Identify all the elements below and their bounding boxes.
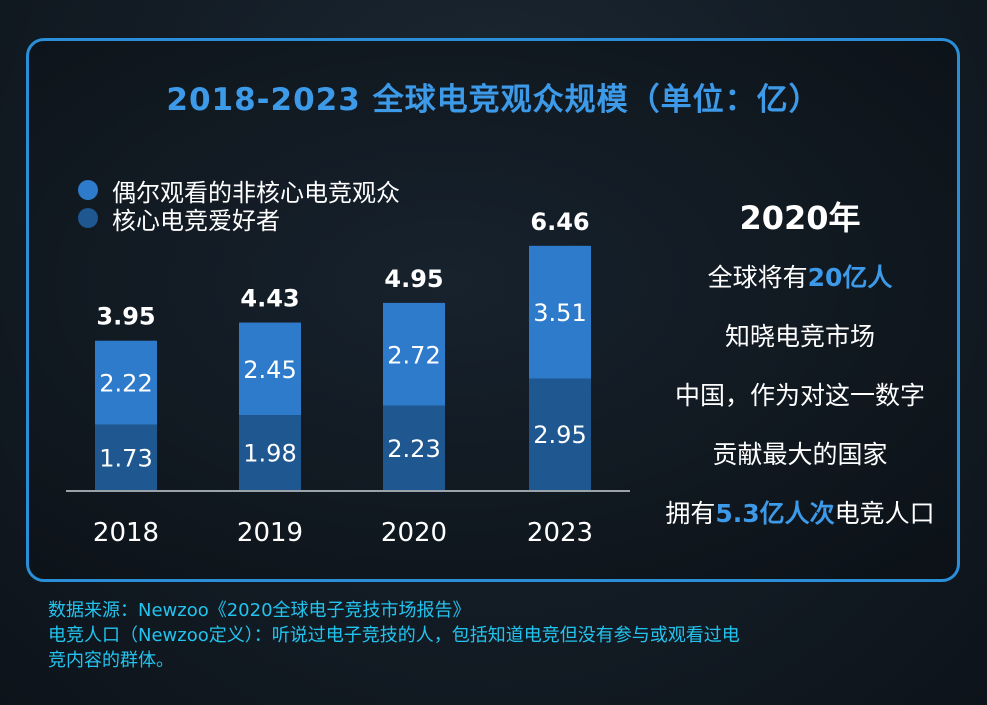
side-line-3: 中国，作为对这一数字 xyxy=(674,381,925,410)
value-label-core-2020: 2.23 xyxy=(387,435,440,463)
value-label-core-2019: 1.98 xyxy=(243,440,296,468)
x-tick-label-2023: 2023 xyxy=(527,518,593,548)
x-tick-label-2018: 2018 xyxy=(93,518,159,548)
bar-casual-2018 xyxy=(95,340,157,425)
definition-note-1: 电竞人口（Newzoo定义）：听说过电子竞技的人，包括知道电竞但没有参与或观看过… xyxy=(48,625,740,646)
bar-core-2020 xyxy=(383,405,445,490)
bar-casual-2020 xyxy=(383,302,445,406)
side-line-5-post: 电竞人口 xyxy=(834,499,935,528)
legend-label-casual: 偶尔观看的非核心电竞观众 xyxy=(112,178,400,207)
side-line-5-pre: 拥有 xyxy=(665,499,716,528)
bar-core-2019 xyxy=(239,415,301,490)
chart-legend: 偶尔观看的非核心电竞观众 核心电竞爱好者 xyxy=(78,176,400,235)
side-line-2: 知晓电竞市场 xyxy=(724,322,875,351)
value-label-casual-2020: 2.72 xyxy=(387,341,440,369)
value-label-casual-2019: 2.45 xyxy=(243,356,296,384)
side-summary: 2020年 全球将有20亿人 知晓电竞市场 中国，作为对这一数字 贡献最大的国家… xyxy=(640,188,960,543)
source-note: 数据来源：Newzoo《2020全球电子竞技市场报告》 xyxy=(48,600,471,621)
total-label-2019: 4.43 xyxy=(240,285,299,313)
legend-label-core: 核心电竞爱好者 xyxy=(112,206,280,235)
side-line-1-text: 全球将有 xyxy=(707,263,808,292)
side-highlight-5-3yi: 5.3亿人次 xyxy=(715,499,835,528)
side-year: 2020年 xyxy=(739,199,861,237)
bar-core-2023 xyxy=(529,378,591,490)
footnotes: 数据来源：Newzoo《2020全球电子竞技市场报告》 电竞人口（Newzoo定… xyxy=(48,598,928,673)
definition-note-2: 竞内容的群体。 xyxy=(48,650,174,671)
value-label-casual-2023: 3.51 xyxy=(533,299,586,327)
legend-swatch-casual xyxy=(78,180,98,200)
side-highlight-20yi: 20亿人 xyxy=(807,263,893,292)
x-tick-label-2019: 2019 xyxy=(237,518,303,548)
value-label-core-2023: 2.95 xyxy=(533,421,586,449)
total-label-2020: 4.95 xyxy=(384,265,443,293)
bar-core-2018 xyxy=(95,424,157,490)
bar-casual-2023 xyxy=(529,245,591,379)
total-label-2018: 3.95 xyxy=(96,303,155,331)
legend-item-core: 核心电竞爱好者 xyxy=(78,204,400,235)
side-line-4: 贡献最大的国家 xyxy=(712,440,888,469)
legend-item-casual: 偶尔观看的非核心电竞观众 xyxy=(78,176,400,207)
chart-title: 2018-2023 全球电竞观众规模（单位：亿） xyxy=(166,82,821,118)
side-line-5: 拥有5.3亿人次电竞人口 xyxy=(640,484,960,543)
legend-swatch-core xyxy=(78,208,98,228)
value-label-core-2018: 1.73 xyxy=(99,444,152,472)
total-label-2023: 6.46 xyxy=(530,208,589,236)
bar-casual-2019 xyxy=(239,322,301,416)
value-label-casual-2018: 2.22 xyxy=(99,370,152,398)
side-line-1: 全球将有20亿人 xyxy=(640,248,960,307)
x-tick-label-2020: 2020 xyxy=(381,518,447,548)
